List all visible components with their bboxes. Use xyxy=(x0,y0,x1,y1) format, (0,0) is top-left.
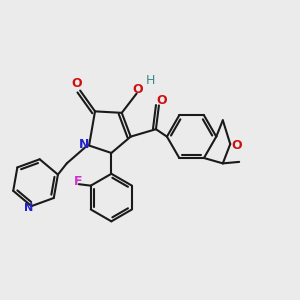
Text: F: F xyxy=(74,175,82,188)
Text: H: H xyxy=(145,74,155,87)
Text: O: O xyxy=(232,139,242,152)
Text: O: O xyxy=(133,82,143,96)
Text: N: N xyxy=(79,138,89,151)
Text: O: O xyxy=(156,94,166,106)
Text: O: O xyxy=(71,76,82,90)
Text: N: N xyxy=(24,203,34,214)
